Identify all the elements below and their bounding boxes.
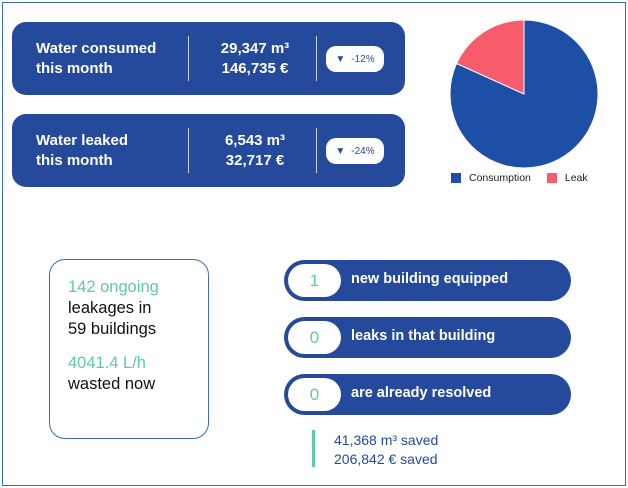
divider xyxy=(188,36,189,81)
down-triangle-icon: ▼ xyxy=(335,145,346,157)
legend-item-leak[interactable]: Leak xyxy=(546,172,588,184)
resolved-count: 0 xyxy=(288,378,341,411)
cost-saved: 206,842 € saved xyxy=(334,451,438,467)
pie-svg xyxy=(449,19,599,169)
leaked-volume: 6,543 m³ xyxy=(224,132,286,149)
leaks-in-building-row: 0 leaks in that building xyxy=(284,317,571,358)
row-label: new building equipped xyxy=(351,271,509,287)
divider xyxy=(316,128,317,173)
legend-item-consumption[interactable]: Consumption xyxy=(451,172,531,184)
row-label: leaks in that building xyxy=(351,328,496,344)
stat-values: 29,347 m³ 146,735 € xyxy=(200,39,310,79)
flow-rate: 4041.4 L/h xyxy=(68,354,146,372)
buildings-count: 59 buildings xyxy=(68,320,157,338)
water-leaked-card: Water leaked this month 6,543 m³ 32,717 … xyxy=(12,114,405,187)
wasted-text: wasted now xyxy=(68,375,156,393)
stat-label: Water leaked this month xyxy=(36,132,128,169)
divider xyxy=(188,128,189,173)
resolved-row: 0 are already resolved xyxy=(284,374,571,415)
stat-label: Water consumed this month xyxy=(36,40,157,77)
new-building-count: 1 xyxy=(288,264,341,297)
row-label: are already resolved xyxy=(351,385,492,401)
new-building-row: 1 new building equipped xyxy=(284,260,571,301)
leak-text: leakages in xyxy=(68,299,152,317)
savings-accent-bar xyxy=(312,430,315,467)
volume-saved: 41,368 m³ saved xyxy=(334,432,439,448)
savings: 41,368 m³ saved 206,842 € saved xyxy=(334,431,438,469)
stat-values: 6,543 m³ 32,717 € xyxy=(200,131,310,171)
water-consumed-card: Water consumed this month 29,347 m³ 146,… xyxy=(12,22,405,95)
legend-swatch xyxy=(546,173,557,183)
ongoing-leaks: 142 ongoing xyxy=(68,278,159,296)
consumed-delta-badge: ▼ -12% xyxy=(326,46,384,72)
down-triangle-icon: ▼ xyxy=(335,53,346,65)
leaks-count: 0 xyxy=(288,321,341,354)
pie-legend: Consumption Leak xyxy=(451,170,621,186)
divider xyxy=(316,36,317,81)
leaked-delta-badge: ▼ -24% xyxy=(326,138,384,164)
consumed-cost: 146,735 € xyxy=(221,60,289,77)
leaked-cost: 32,717 € xyxy=(225,152,285,169)
consumption-pie-chart xyxy=(448,18,600,170)
consumed-volume: 29,347 m³ xyxy=(220,40,290,57)
pie-slice-leak[interactable] xyxy=(455,19,525,95)
leak-summary-card: 142 ongoing leakages in 59 buildings 404… xyxy=(49,259,209,439)
legend-swatch xyxy=(451,173,461,183)
